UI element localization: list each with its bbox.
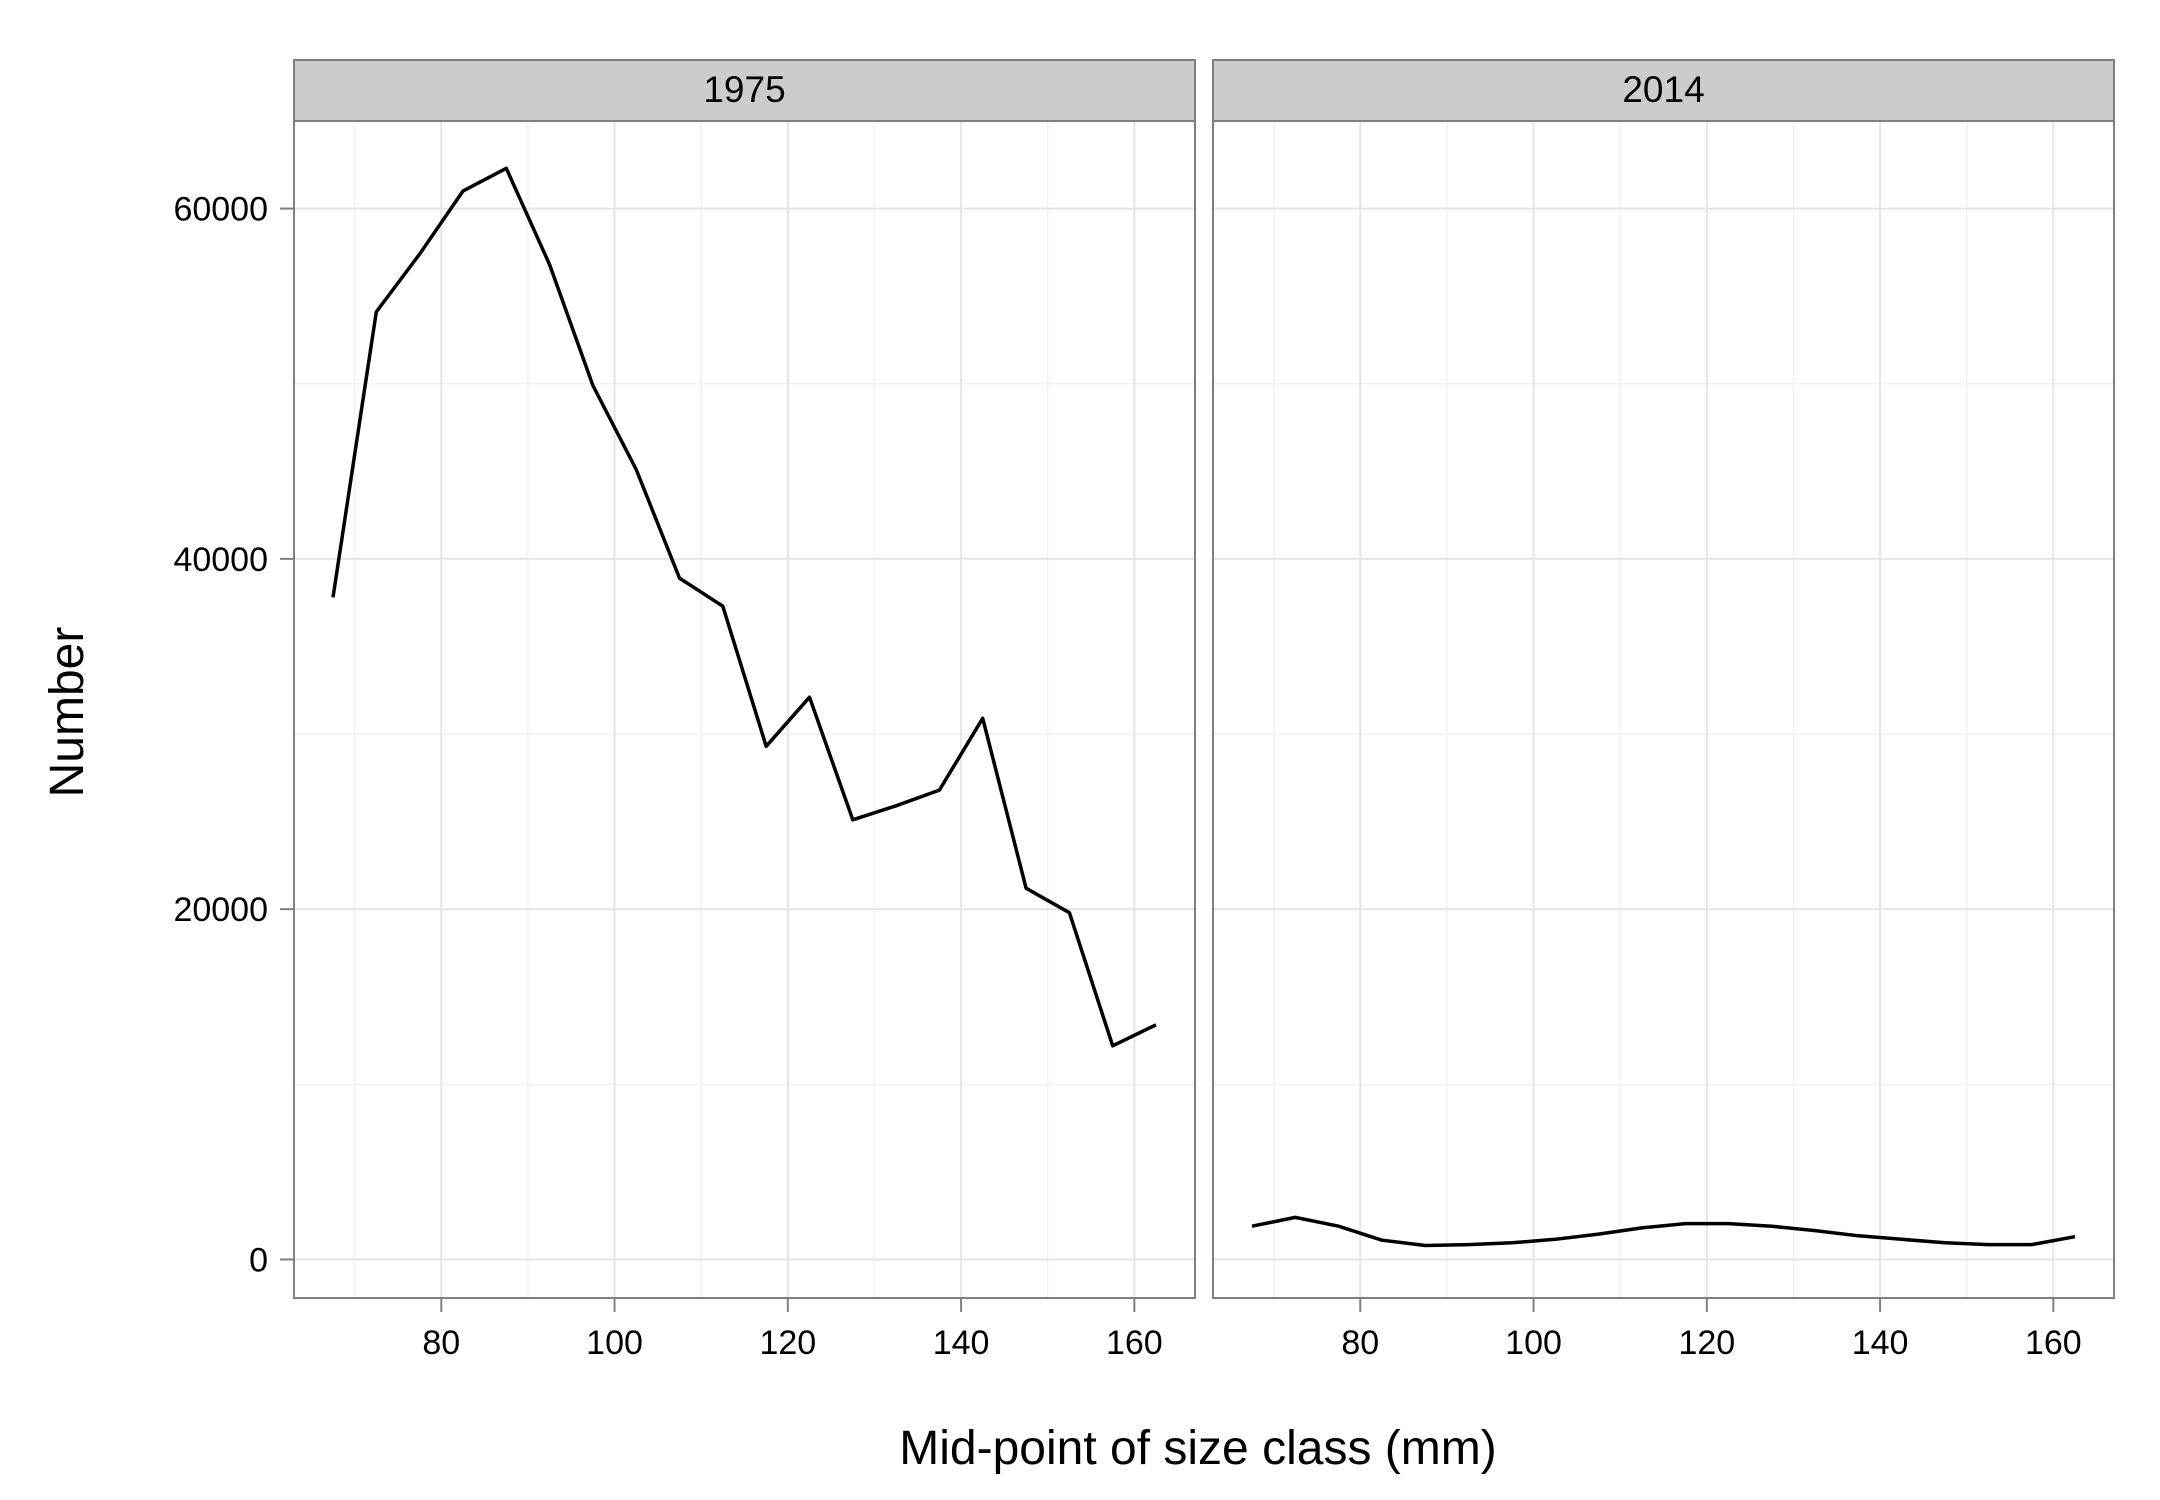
data-point <box>1986 1243 1990 1247</box>
data-point <box>1726 1222 1730 1226</box>
data-point <box>764 744 768 748</box>
x-tick-label: 120 <box>759 1324 816 1362</box>
data-point <box>1770 1224 1774 1228</box>
data-point <box>807 695 811 699</box>
y-tick-label: 40000 <box>173 541 268 579</box>
data-point <box>1813 1229 1817 1233</box>
data-point <box>1337 1224 1341 1228</box>
data-point <box>374 310 378 314</box>
y-axis: 0 20000 40000 60000 <box>173 191 294 1279</box>
facet-strip-label: 2014 <box>1622 69 1704 110</box>
data-point <box>1640 1226 1644 1230</box>
data-point <box>1380 1238 1384 1242</box>
x-tick-label: 100 <box>1505 1324 1562 1362</box>
data-point <box>1683 1222 1687 1226</box>
panel-border <box>1212 120 2115 1299</box>
data-point <box>591 383 595 387</box>
data-point <box>1067 911 1071 915</box>
x-tick-label: 140 <box>933 1324 990 1362</box>
panel-border <box>293 120 1196 1299</box>
y-axis-title: Number <box>41 627 94 798</box>
x-tick-label: 160 <box>1106 1324 1163 1362</box>
data-point <box>548 263 552 267</box>
panel-1975: 1975 80 100 120 140 160 <box>293 59 1196 1362</box>
series-line <box>331 166 1157 1048</box>
data-point <box>1423 1243 1427 1247</box>
data-point <box>1154 1023 1158 1027</box>
panel-background <box>294 121 1195 1298</box>
data-point <box>851 818 855 822</box>
data-point <box>1597 1232 1601 1236</box>
panel-background <box>1213 121 2114 1298</box>
panel-2014: 2014 80 100 120 140 160 <box>1212 59 2115 1362</box>
y-tick-label: 0 <box>249 1241 268 1279</box>
data-point <box>678 576 682 580</box>
data-point <box>1553 1237 1557 1241</box>
x-tick-label: 100 <box>586 1324 643 1362</box>
data-point <box>1856 1234 1860 1238</box>
x-axis-title: Mid-point of size class (mm) <box>899 1422 1496 1475</box>
data-point <box>504 166 508 170</box>
data-point <box>937 788 941 792</box>
x-tick-label: 80 <box>1341 1324 1379 1362</box>
y-tick-label: 60000 <box>173 191 268 229</box>
facet-strip-label: 1975 <box>703 69 785 110</box>
data-point <box>1510 1241 1514 1245</box>
data-point <box>1111 1044 1115 1048</box>
data-point <box>894 804 898 808</box>
data-point <box>418 252 422 256</box>
panels-layer: 1975 80 100 120 140 160 2014 80 100 120 140 160 <box>293 59 2115 1362</box>
data-point <box>1024 886 1028 890</box>
data-point <box>1250 1224 1254 1228</box>
x-tick-label: 80 <box>422 1324 460 1362</box>
data-point <box>331 595 335 599</box>
data-point <box>634 468 638 472</box>
facet-strip <box>1212 59 2115 122</box>
data-point <box>2073 1235 2077 1239</box>
x-tick-label: 120 <box>1678 1324 1735 1362</box>
y-tick-label: 20000 <box>173 891 268 929</box>
data-point <box>1900 1237 1904 1241</box>
data-point <box>461 189 465 193</box>
data-point <box>721 604 725 608</box>
x-tick-label: 140 <box>1852 1324 1909 1362</box>
x-tick-label: 160 <box>2025 1324 2082 1362</box>
data-point <box>1943 1241 1947 1245</box>
data-point <box>1293 1215 1297 1219</box>
series-line <box>1251 1215 2076 1248</box>
data-point <box>1467 1243 1471 1247</box>
facet-strip <box>293 59 1196 122</box>
data-point <box>2030 1243 2034 1247</box>
data-point <box>981 716 985 720</box>
